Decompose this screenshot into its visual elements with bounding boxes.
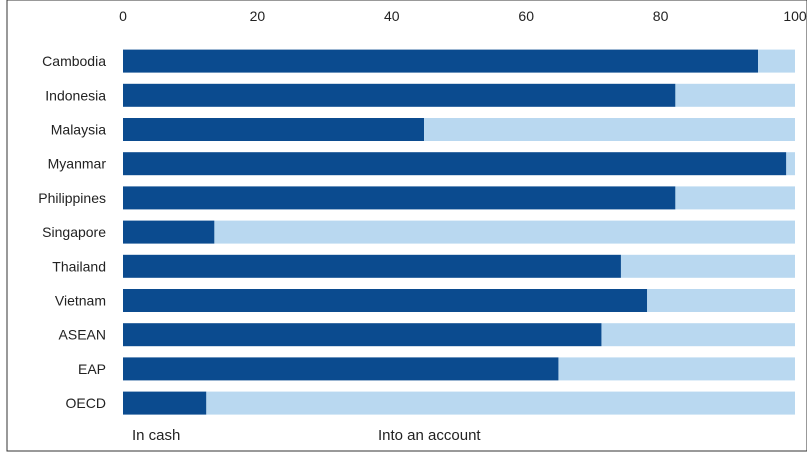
bar-vietnam-in-cash [123,289,648,312]
bar-oecd-in-cash [123,391,207,415]
x-tick-label-100: 100 [783,8,807,24]
bar-malaysia-into-an-account [424,118,795,141]
bar-thailand-in-cash [123,254,621,278]
bar-malaysia-in-cash [123,118,425,141]
bar-eap-into-an-account [558,357,795,381]
category-label-malaysia: Malaysia [51,122,106,138]
bar-philippines-in-cash [123,186,676,210]
bar-oecd-into-an-account [206,391,795,415]
category-label-philippines: Philippines [38,190,106,206]
bar-singapore-into-an-account [214,220,796,244]
bar-indonesia-into-an-account [675,83,795,107]
bar-cambodia-into-an-account [758,49,795,73]
bar-cambodia-in-cash [123,49,759,73]
bars-group [123,49,796,415]
x-tick-label-80: 80 [653,8,669,24]
bar-singapore-in-cash [123,220,215,244]
category-label-indonesia: Indonesia [45,87,106,103]
bar-vietnam-into-an-account [647,289,795,312]
x-tick-label-40: 40 [384,8,400,24]
bar-myanmar-into-an-account [786,152,795,176]
x-axis-ticks: 0 20 40 60 80 100 [119,8,807,24]
category-label-eap: EAP [78,361,106,377]
category-label-oecd: OECD [66,395,106,411]
x-tick-label-60: 60 [518,8,534,24]
bar-thailand-into-an-account [620,254,795,278]
legend-label-in-cash: In cash [132,427,180,444]
bar-philippines-into-an-account [675,186,795,210]
bar-myanmar-in-cash [123,152,787,176]
category-label-cambodia: Cambodia [42,53,106,69]
category-label-asean: ASEAN [59,327,106,343]
legend-label-into-an-account: Into an account [378,427,481,444]
bar-asean-in-cash [123,323,602,347]
category-label-myanmar: Myanmar [48,156,107,172]
x-tick-label-0: 0 [119,8,127,24]
x-tick-label-20: 20 [250,8,266,24]
bar-eap-in-cash [123,357,559,381]
bar-asean-into-an-account [601,323,795,347]
bar-indonesia-in-cash [123,83,676,107]
category-label-vietnam: Vietnam [55,293,106,309]
category-labels: Cambodia Indonesia Malaysia Myanmar Philippi… [38,53,106,411]
chart-frame [6,0,807,452]
category-label-singapore: Singapore [42,224,106,240]
category-label-thailand: Thailand [52,258,106,274]
legend: In cash Into an account [132,427,481,444]
